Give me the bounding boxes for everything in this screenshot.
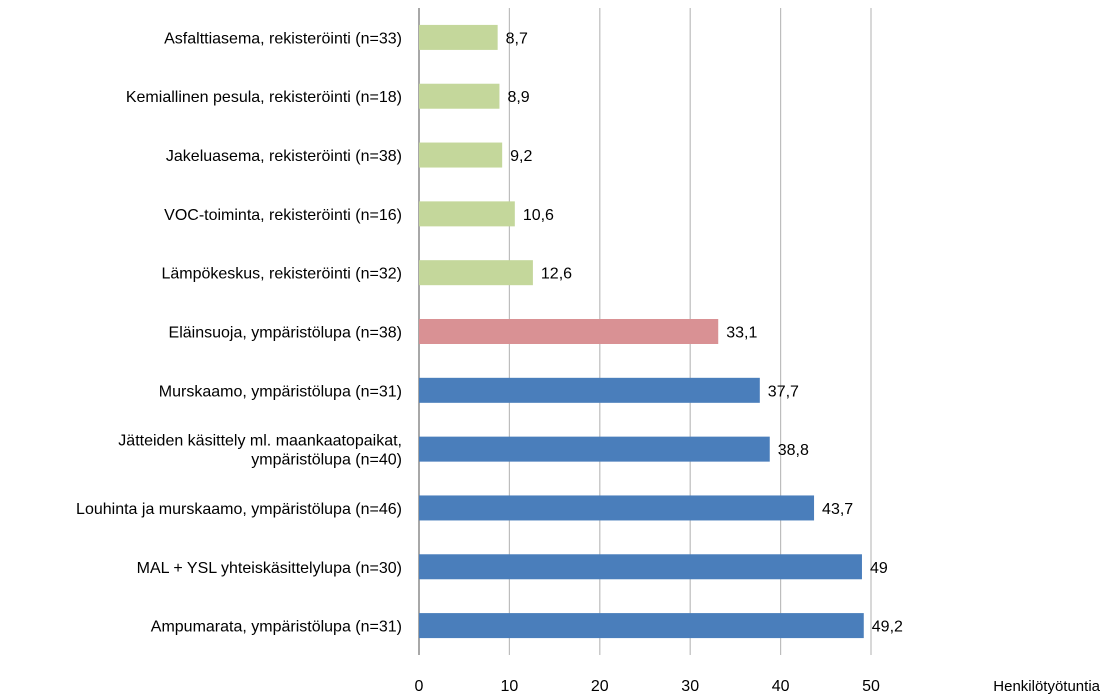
category-label: MAL + YSL yhteiskäsittelylupa (n=30) — [137, 560, 402, 577]
x-axis-ticks: 0 10 20 30 40 50 — [415, 678, 880, 695]
data-label: 9,2 — [510, 148, 532, 165]
x-tick-label: 10 — [501, 678, 519, 695]
data-label: 49 — [870, 560, 888, 577]
category-label: Kemiallinen pesula, rekisteröinti (n=18) — [126, 89, 402, 106]
bar — [419, 554, 862, 580]
bars — [419, 24, 864, 639]
category-label: Jätteiden käsittely ml. maankaatopaikat,… — [118, 433, 402, 469]
x-axis-title: Henkilötyötuntia — [993, 678, 1100, 695]
category-label: Ampumarata, ympäristölupa (n=31) — [151, 619, 402, 636]
data-label: 8,9 — [507, 89, 529, 106]
x-tick-label: 20 — [591, 678, 609, 695]
data-label: 12,6 — [541, 266, 572, 283]
bar — [419, 83, 500, 109]
bar — [419, 495, 815, 521]
x-tick-label: 50 — [862, 678, 880, 695]
category-label: Asfalttiasema, rekisteröinti (n=33) — [164, 30, 402, 47]
data-label: 49,2 — [872, 619, 903, 636]
category-label: Murskaamo, ympäristölupa (n=31) — [159, 383, 402, 400]
data-label: 33,1 — [726, 325, 757, 342]
data-label: 10,6 — [523, 207, 554, 224]
category-label: Louhinta ja murskaamo, ympäristölupa (n=… — [76, 501, 402, 518]
bar — [419, 260, 533, 286]
bar — [419, 142, 503, 168]
category-label: Lämpökeskus, rekisteröinti (n=32) — [161, 266, 402, 283]
bar — [419, 24, 498, 50]
category-label: Jakeluasema, rekisteröinti (n=38) — [166, 148, 402, 165]
bar — [419, 377, 760, 403]
value-labels: 8,7 8,9 9,2 10,6 12,6 33,1 37,7 38,8 43,7 49 49,2 — [506, 30, 903, 635]
bar — [419, 613, 864, 639]
data-label: 43,7 — [822, 501, 853, 518]
category-label: Eläinsuoja, ympäristölupa (n=38) — [169, 325, 402, 342]
x-tick-label: 0 — [415, 678, 424, 695]
x-tick-label: 30 — [681, 678, 699, 695]
category-labels: Asfalttiasema, rekisteröinti (n=33) Kemia… — [76, 30, 402, 635]
bar — [419, 319, 719, 344]
data-label: 37,7 — [768, 383, 799, 400]
category-label: VOC-toiminta, rekisteröinti (n=16) — [164, 207, 402, 224]
bar — [419, 201, 515, 227]
bar — [419, 436, 770, 462]
x-tick-label: 40 — [772, 678, 790, 695]
data-label: 38,8 — [778, 442, 809, 459]
data-label: 8,7 — [506, 30, 528, 47]
